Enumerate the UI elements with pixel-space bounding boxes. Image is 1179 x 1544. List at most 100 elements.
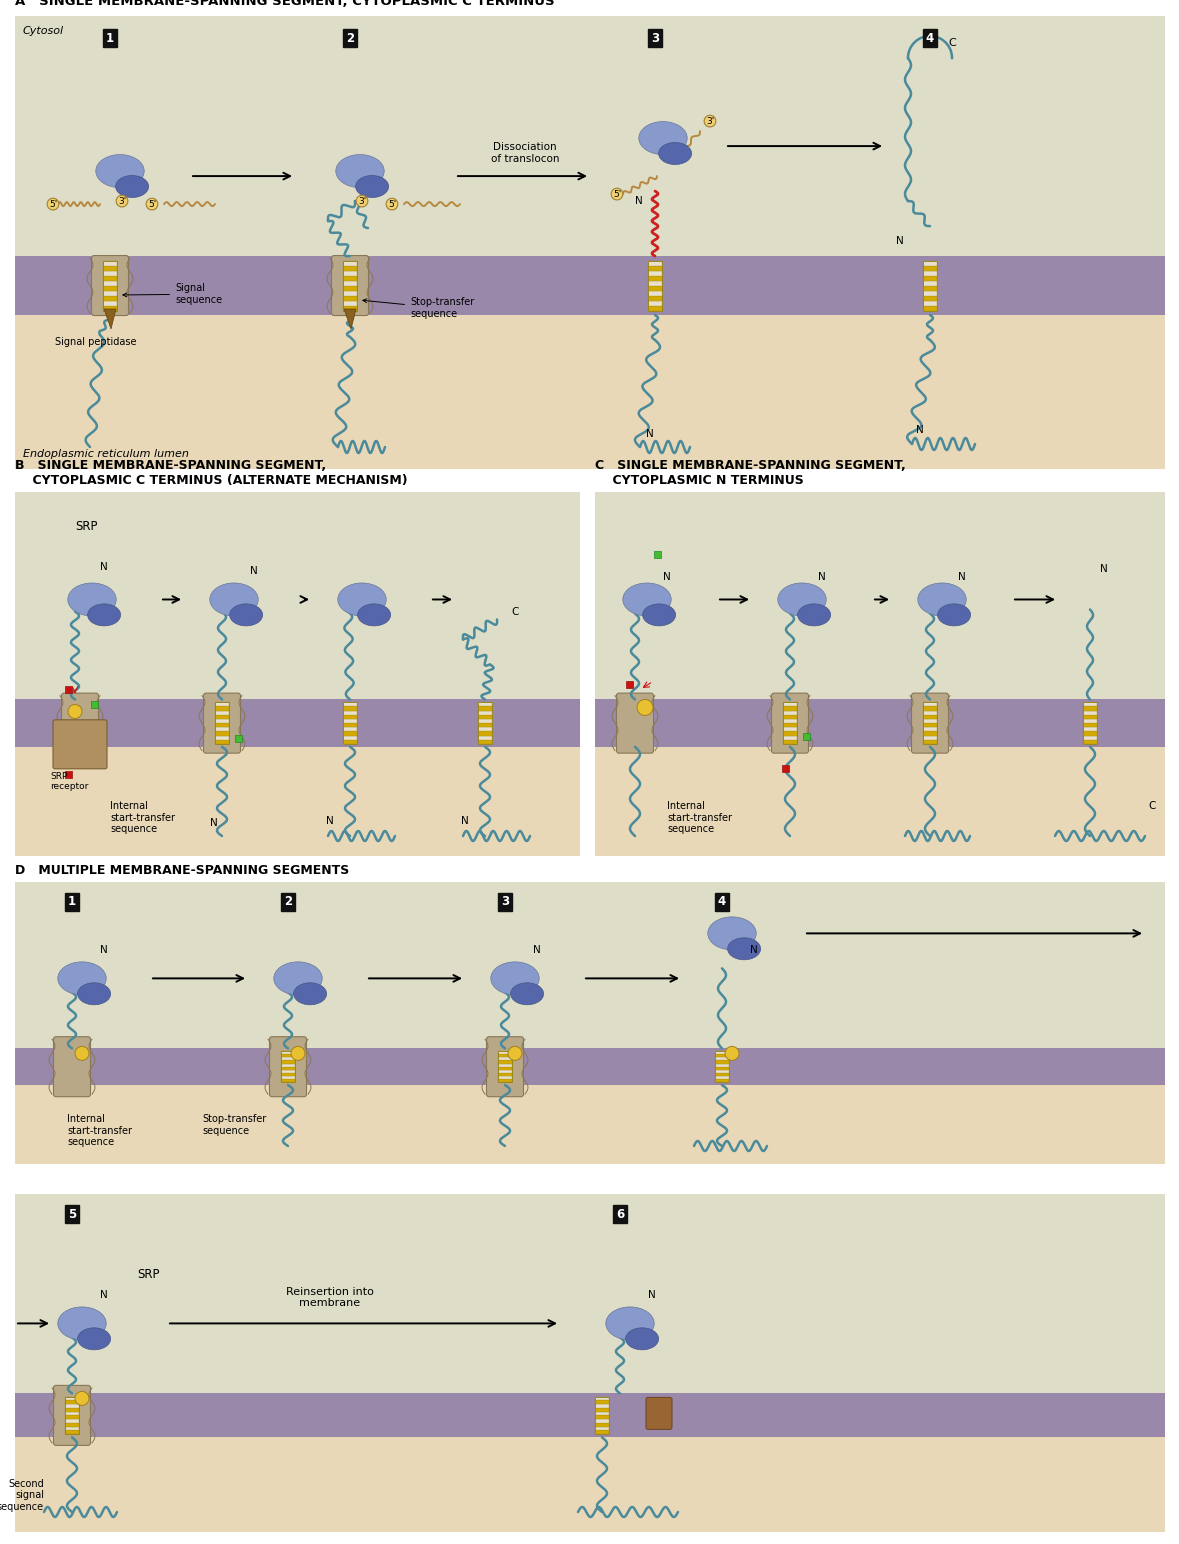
Ellipse shape — [623, 584, 671, 616]
Circle shape — [291, 1047, 305, 1061]
Bar — [923, 295, 937, 301]
Text: 3': 3' — [118, 196, 126, 205]
Bar — [923, 281, 937, 286]
Text: N: N — [327, 815, 334, 826]
Bar — [923, 286, 937, 290]
Bar — [648, 290, 661, 295]
Bar — [595, 699, 1165, 747]
Bar — [65, 1403, 79, 1408]
Bar — [215, 710, 229, 715]
Bar — [103, 301, 117, 306]
Bar — [343, 720, 357, 723]
Bar — [65, 1419, 79, 1424]
Bar — [343, 281, 357, 286]
Bar — [923, 703, 937, 707]
Circle shape — [725, 1047, 739, 1061]
Bar — [281, 1058, 295, 1061]
Bar — [343, 703, 357, 744]
Bar — [65, 1397, 79, 1400]
Bar — [783, 703, 797, 744]
Bar — [65, 1424, 79, 1427]
Bar — [714, 1067, 729, 1070]
Text: N: N — [250, 567, 258, 576]
Bar — [648, 266, 661, 270]
Bar — [714, 1055, 729, 1058]
Ellipse shape — [798, 604, 830, 625]
Text: 6: 6 — [615, 1207, 624, 1220]
Bar — [648, 261, 661, 310]
Ellipse shape — [778, 584, 826, 616]
Text: 4: 4 — [926, 31, 934, 45]
Bar — [498, 1051, 512, 1082]
Bar — [783, 723, 797, 727]
FancyBboxPatch shape — [487, 1036, 523, 1096]
FancyBboxPatch shape — [646, 1397, 672, 1430]
Circle shape — [75, 1047, 88, 1061]
Text: 3: 3 — [651, 31, 659, 45]
Bar — [65, 1411, 79, 1416]
Text: C: C — [512, 607, 519, 618]
Circle shape — [637, 699, 653, 715]
FancyBboxPatch shape — [617, 693, 653, 753]
Bar — [783, 727, 797, 732]
Ellipse shape — [116, 176, 149, 198]
Text: Internal
start-transfer
sequence: Internal start-transfer sequence — [667, 801, 732, 834]
Bar — [783, 735, 797, 740]
Bar — [343, 286, 357, 290]
Bar — [15, 1048, 1165, 1085]
Bar — [626, 681, 632, 689]
Bar — [281, 1067, 295, 1070]
Bar — [15, 1194, 1165, 1393]
Bar — [783, 720, 797, 723]
Bar — [783, 703, 797, 707]
Bar — [477, 707, 492, 710]
Bar — [15, 882, 1165, 1048]
Bar — [714, 1051, 729, 1055]
Bar — [281, 1070, 295, 1073]
Text: N: N — [896, 236, 904, 245]
Bar — [477, 735, 492, 740]
Text: N: N — [648, 1291, 656, 1300]
Bar — [498, 1058, 512, 1061]
Text: 5': 5' — [388, 199, 396, 208]
Bar — [923, 703, 937, 744]
Text: Second
signal
sequence: Second signal sequence — [0, 1479, 44, 1512]
Text: SRP
receptor: SRP receptor — [50, 772, 88, 791]
Bar — [343, 715, 357, 720]
Bar — [1084, 723, 1096, 727]
Bar — [65, 1400, 79, 1403]
Bar — [477, 720, 492, 723]
Bar — [595, 1408, 610, 1411]
FancyBboxPatch shape — [61, 693, 99, 753]
Text: 3': 3' — [358, 196, 367, 205]
Text: Internal
start-transfer
sequence: Internal start-transfer sequence — [110, 801, 174, 834]
Bar — [103, 306, 117, 310]
Text: Signal peptidase: Signal peptidase — [55, 337, 137, 347]
Bar — [595, 1411, 610, 1416]
Bar — [15, 315, 1165, 469]
Text: 3': 3' — [706, 117, 714, 125]
Bar — [498, 1055, 512, 1058]
Bar — [783, 707, 797, 710]
Bar — [343, 727, 357, 732]
Text: N: N — [959, 573, 966, 582]
Ellipse shape — [58, 1306, 106, 1340]
Bar — [595, 1419, 610, 1424]
Bar — [923, 732, 937, 735]
Text: 1: 1 — [106, 31, 114, 45]
Bar — [714, 1073, 729, 1076]
Ellipse shape — [917, 584, 967, 616]
Text: Signal
sequence: Signal sequence — [123, 284, 222, 306]
Bar — [923, 715, 937, 720]
Ellipse shape — [210, 584, 258, 616]
Bar — [595, 1430, 610, 1434]
Text: 5': 5' — [613, 190, 621, 199]
Ellipse shape — [87, 604, 120, 625]
Bar — [648, 275, 661, 281]
Bar — [65, 1397, 79, 1434]
Text: N: N — [818, 573, 825, 582]
Ellipse shape — [626, 1328, 659, 1349]
Bar — [648, 261, 661, 266]
Bar — [783, 740, 797, 744]
FancyBboxPatch shape — [331, 256, 369, 315]
